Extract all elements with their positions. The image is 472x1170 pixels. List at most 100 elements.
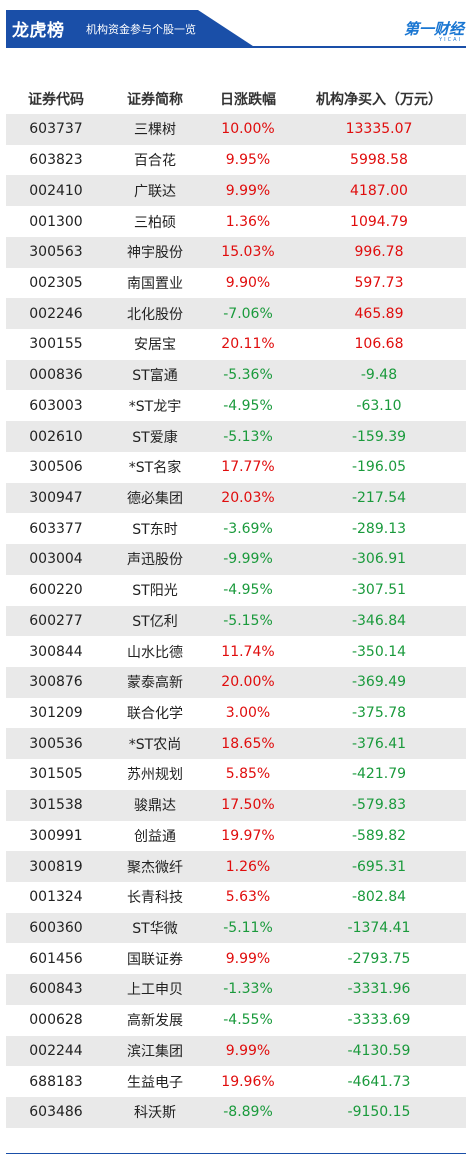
daily-change: -5.36%	[223, 367, 273, 384]
table-row: 001324 长青科技 5.63% -802.84	[6, 882, 466, 913]
stock-name: 安居宝	[134, 337, 176, 354]
institution-net-buy: -159.39	[351, 428, 407, 445]
stock-code: 603823	[29, 152, 83, 169]
stock-name: 德必集团	[127, 490, 183, 507]
stock-code: 600277	[29, 612, 83, 629]
stock-name: 南国置业	[127, 275, 183, 292]
daily-change: 9.99%	[225, 182, 271, 199]
institution-net-buy: -217.54	[351, 489, 407, 506]
page-subtitle: 机构资金参与个股一览	[86, 23, 196, 36]
yicai-logo-sub: YICAI	[439, 37, 462, 43]
daily-change: -1.33%	[223, 981, 273, 998]
daily-change: 9.90%	[225, 274, 271, 291]
header-change: 日涨跌幅	[220, 92, 276, 108]
stock-name: ST华微	[132, 921, 178, 938]
institution-net-buy: 106.68	[354, 336, 404, 353]
table-row: 301209 联合化学 3.00% -375.78	[6, 698, 466, 729]
daily-change: 19.96%	[221, 1073, 275, 1090]
institution-net-buy: -4641.73	[347, 1073, 411, 1090]
institution-net-buy: 4187.00	[350, 182, 408, 199]
stock-code: 603737	[29, 121, 83, 138]
banner-divider	[6, 46, 466, 48]
table-row: 688183 生益电子 19.96% -4641.73	[6, 1066, 466, 1097]
table-row: 003004 声迅股份 -9.99% -306.91	[6, 544, 466, 575]
table-row: 300844 山水比德 11.74% -350.14	[6, 636, 466, 667]
institution-net-buy: -2793.75	[347, 950, 411, 967]
stock-code: 300947	[29, 489, 83, 506]
table-row: 000628 高新发展 -4.55% -3333.69	[6, 1005, 466, 1036]
daily-change: 15.03%	[221, 244, 275, 261]
daily-change: -9.99%	[223, 551, 273, 568]
stock-code: 603486	[29, 1104, 83, 1121]
stock-code: 300506	[29, 459, 83, 476]
stock-code: 603377	[29, 520, 83, 537]
table-row: 001300 三柏硕 1.36% 1094.79	[6, 206, 466, 237]
stock-name: 三柏硕	[134, 214, 176, 231]
table-row: 600843 上工申贝 -1.33% -3331.96	[6, 974, 466, 1005]
institution-net-buy: -802.84	[351, 889, 407, 906]
daily-change: -4.95%	[223, 582, 273, 599]
institution-net-buy: -350.14	[351, 643, 407, 660]
table-row: 601456 国联证券 9.99% -2793.75	[6, 943, 466, 974]
table-row: 600220 ST阳光 -4.95% -307.51	[6, 575, 466, 606]
table-row: 002244 滨江集团 9.99% -4130.59	[6, 1035, 466, 1067]
stock-name: 国联证券	[127, 951, 183, 968]
stock-code: 000628	[29, 1012, 83, 1029]
stock-name: 声迅股份	[127, 552, 183, 569]
daily-change: 1.26%	[225, 858, 271, 875]
stock-code: 002610	[29, 428, 83, 445]
stock-name: 神宇股份	[127, 245, 183, 262]
institution-net-buy: 597.73	[354, 274, 404, 291]
daily-change: -4.55%	[223, 1012, 273, 1029]
institution-net-buy: -589.82	[351, 827, 407, 844]
yicai-logo: 第一财经	[403, 20, 464, 38]
table-row: 300876 蒙泰高新 20.00% -369.49	[6, 666, 466, 698]
daily-change: -3.69%	[223, 520, 273, 537]
stock-code: 603003	[29, 397, 83, 414]
stock-code: 601456	[29, 950, 83, 967]
stock-code: 003004	[29, 551, 83, 568]
daily-change: 9.99%	[225, 950, 271, 967]
stock-code: 300876	[29, 674, 83, 691]
institution-net-buy: 996.78	[354, 244, 404, 261]
stock-code: 300819	[29, 858, 83, 875]
table-row: 300536 *ST农尚 18.65% -376.41	[6, 728, 466, 760]
stock-code: 600843	[29, 981, 83, 998]
stock-name: ST阳光	[132, 583, 178, 600]
stock-name: *ST名家	[128, 460, 182, 477]
header-code: 证券代码	[28, 92, 84, 108]
table-row: 300506 *ST名家 17.77% -196.05	[6, 452, 466, 483]
stock-name: 聚杰微纤	[127, 859, 183, 876]
table-row: 603823 百合花 9.95% 5998.58	[6, 145, 466, 176]
table-row: 300947 德必集团 20.03% -217.54	[6, 482, 466, 514]
stock-name: 科沃斯	[134, 1105, 176, 1122]
institution-net-buy: -421.79	[351, 766, 407, 783]
institution-net-buy: 465.89	[354, 305, 404, 322]
daily-change: 11.74%	[221, 643, 275, 660]
stock-name: ST爱康	[132, 429, 178, 446]
stock-code: 300536	[29, 735, 83, 752]
daily-change: 19.97%	[221, 827, 275, 844]
institution-net-buy: -9.48	[360, 367, 398, 384]
daily-change: 20.00%	[221, 674, 275, 691]
stock-code: 002246	[29, 305, 83, 322]
stock-code: 300844	[29, 643, 83, 660]
stock-code: 300563	[29, 244, 83, 261]
institution-net-buy: -579.83	[351, 797, 407, 814]
institution-net-buy: -307.51	[351, 582, 407, 599]
stock-code: 301209	[29, 705, 83, 722]
stock-code: 300155	[29, 336, 83, 353]
table-row: 300155 安居宝 20.11% 106.68	[6, 329, 466, 360]
institution-net-buy: -695.31	[351, 858, 407, 875]
stock-name: 北化股份	[127, 306, 183, 323]
stock-code: 000836	[29, 367, 83, 384]
daily-change: -5.13%	[223, 428, 273, 445]
daily-change: -5.11%	[223, 920, 273, 937]
daily-change: -7.06%	[223, 305, 273, 322]
institution-net-buy: -346.84	[351, 612, 407, 629]
stock-code: 600360	[29, 920, 83, 937]
daily-change: 5.63%	[225, 889, 271, 906]
table-row: 002610 ST爱康 -5.13% -159.39	[6, 421, 466, 452]
table-body: 603737 三棵树 10.00% 13335.07 603823 百合花 9.95% 599…	[6, 114, 466, 1128]
institution-trading-table: 证券代码 证券简称 日涨跌幅 机构净买入（万元） 603737 三棵树 10.00%…	[6, 84, 466, 1128]
